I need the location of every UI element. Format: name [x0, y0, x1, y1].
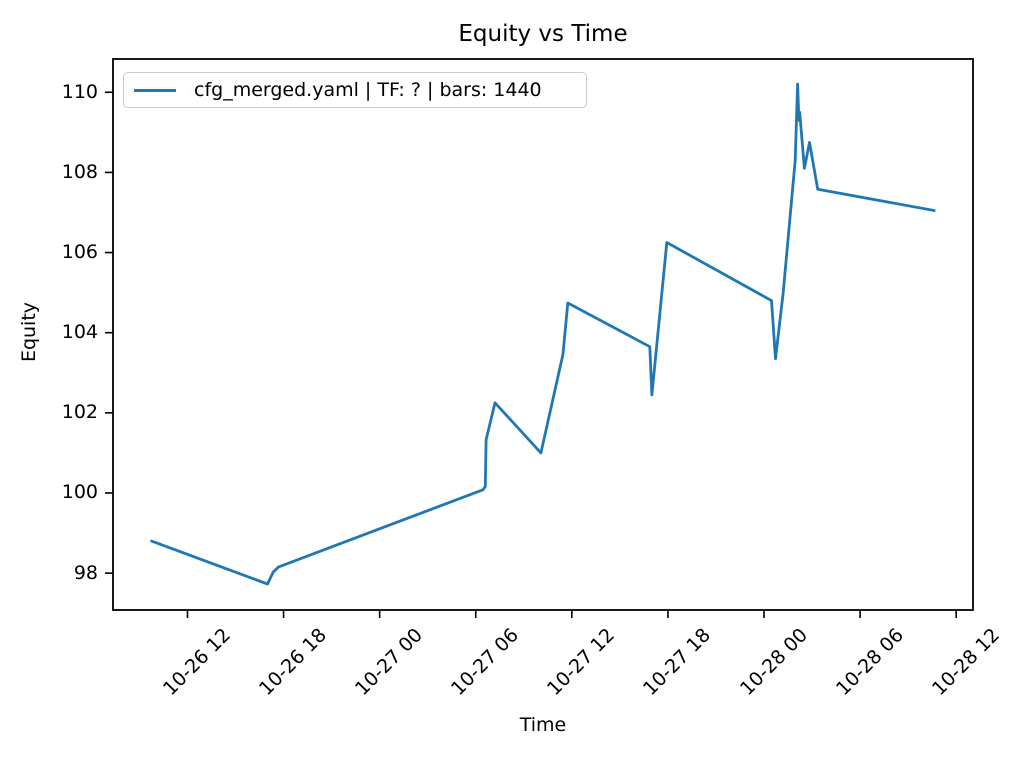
y-tick-label: 110	[61, 80, 98, 103]
y-tick-label: 102	[61, 401, 98, 424]
chart-title: Equity vs Time	[458, 21, 628, 47]
y-tick-label: 106	[61, 241, 98, 264]
legend-label: cfg_merged.yaml | TF: ? | bars: 1440	[194, 79, 542, 101]
legend: cfg_merged.yaml | TF: ? | bars: 1440	[123, 72, 587, 108]
y-tick-label: 100	[61, 481, 98, 504]
legend-line-sample	[134, 88, 176, 92]
x-axis-label: Time	[519, 714, 567, 736]
axes-frame	[112, 58, 974, 611]
y-tick-label: 108	[61, 160, 98, 183]
y-tick-label: 98	[73, 561, 98, 584]
y-axis-label: Equity	[18, 301, 40, 363]
axis-tick-marks	[105, 91, 957, 618]
y-tick-label: 104	[61, 321, 98, 344]
equity-line	[150, 82, 936, 586]
